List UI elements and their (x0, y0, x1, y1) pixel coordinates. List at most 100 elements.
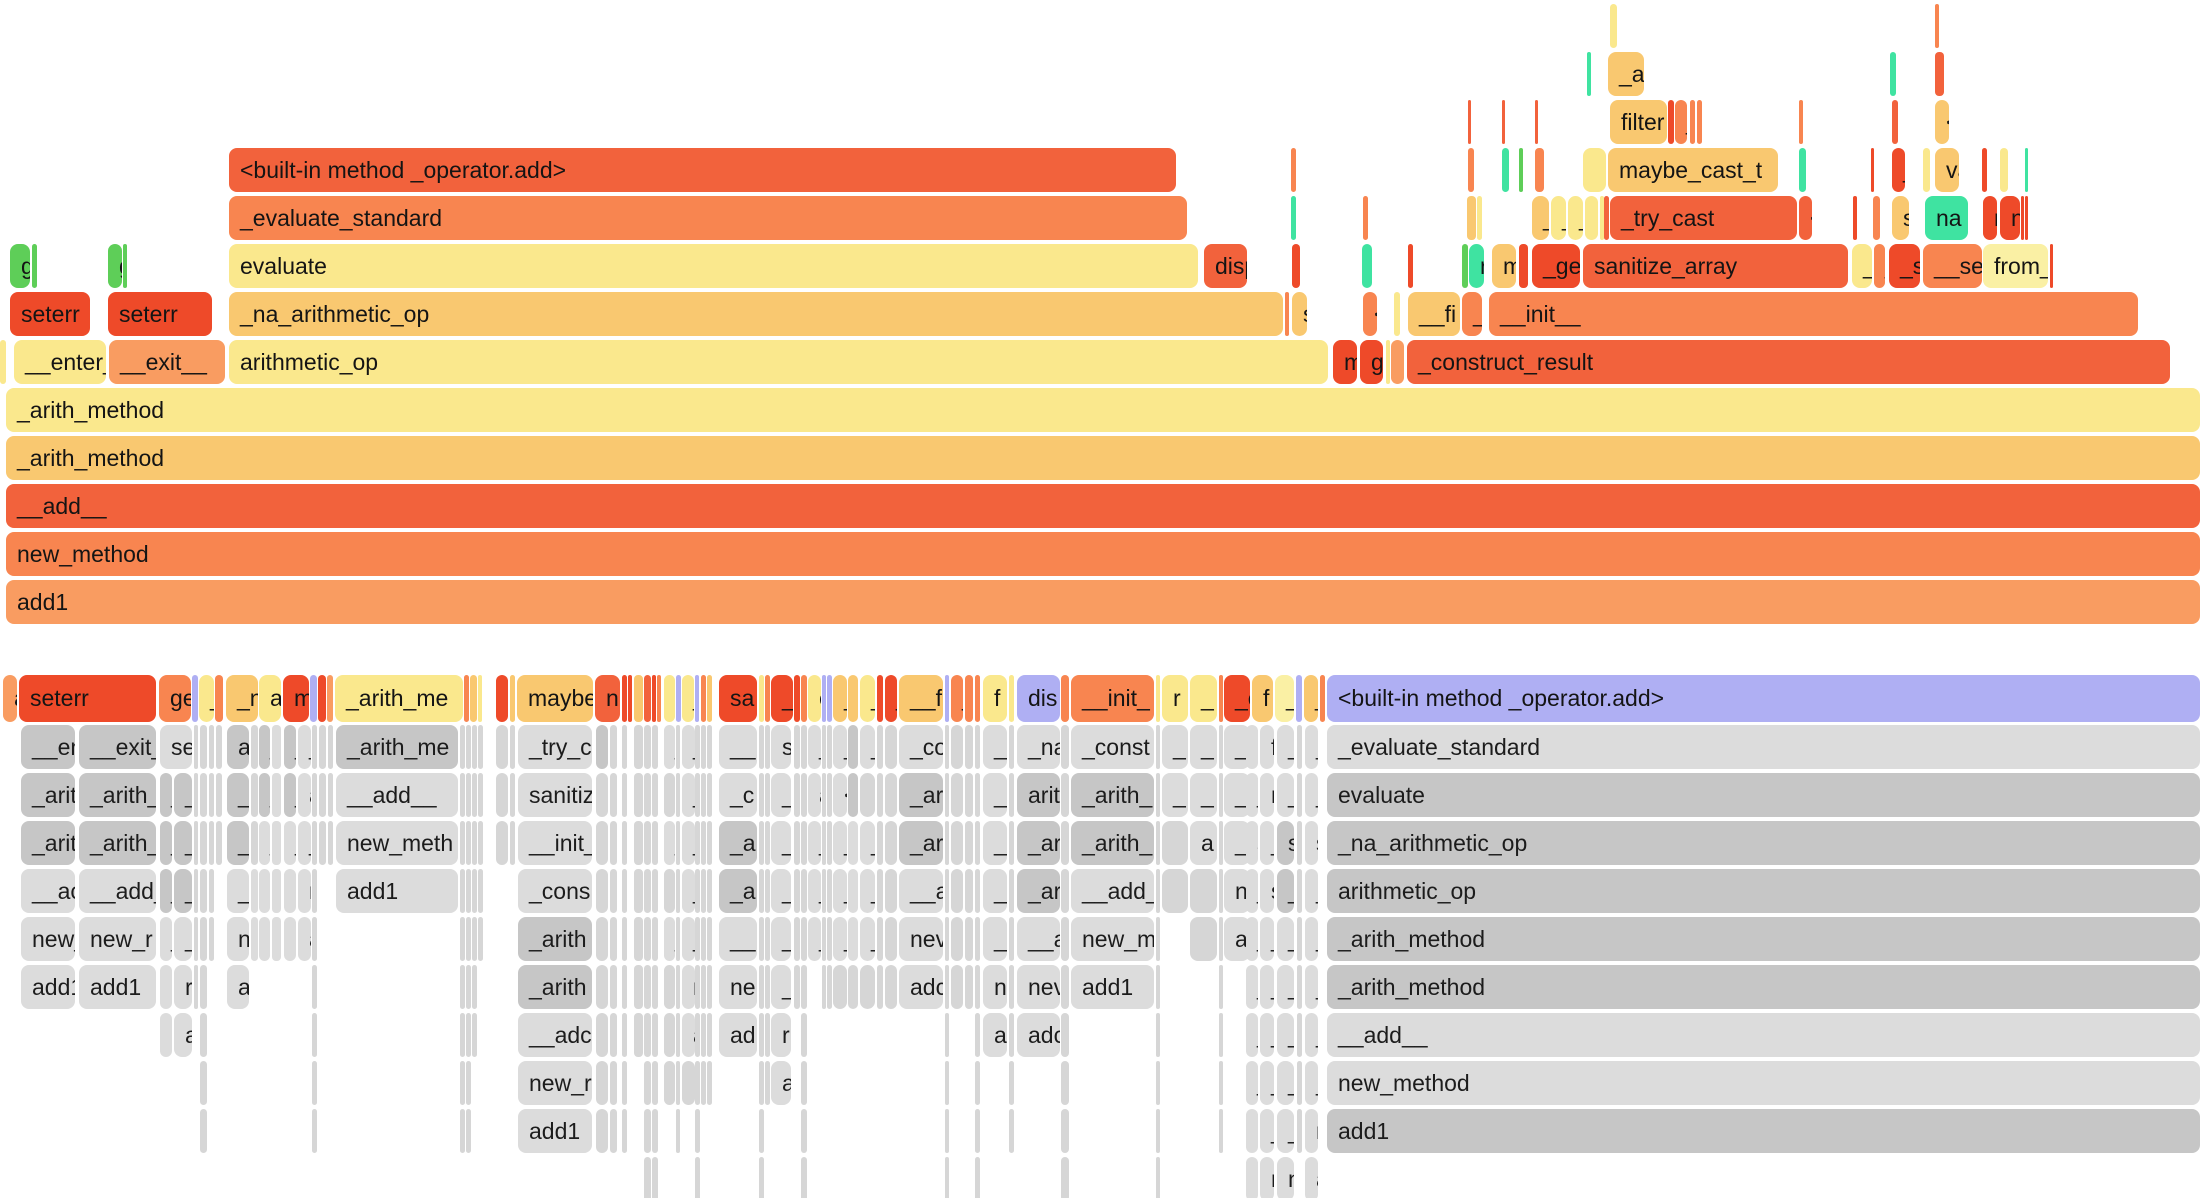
caller-frame[interactable]: _a (719, 869, 757, 913)
caller-frame[interactable] (478, 917, 483, 961)
caller-frame[interactable]: _ (808, 821, 821, 865)
caller-frame[interactable] (622, 917, 627, 961)
caller-frame[interactable]: add1 (1327, 1109, 2200, 1153)
caller-frame[interactable] (466, 773, 471, 817)
caller-frame[interactable]: _ (983, 725, 1007, 769)
caller-frame[interactable] (1061, 1061, 1069, 1105)
caller-frame[interactable]: _cons (518, 869, 592, 913)
flame-frame[interactable]: new_method (6, 532, 2200, 576)
caller-frame[interactable] (707, 917, 712, 961)
caller-frame[interactable] (1061, 725, 1069, 769)
caller-frame[interactable] (596, 965, 608, 1009)
caller-frame[interactable]: ari (227, 725, 249, 769)
caller-frame[interactable] (194, 821, 198, 865)
caller-frame[interactable] (1061, 965, 1069, 1009)
caller-frame[interactable] (652, 1109, 658, 1153)
caller-frame[interactable] (209, 917, 214, 961)
caller-frame[interactable] (794, 821, 800, 865)
selected-frame[interactable]: f (983, 675, 1007, 722)
caller-frame[interactable] (312, 1013, 317, 1057)
selected-frame[interactable] (327, 675, 333, 722)
flame-frame[interactable] (1519, 148, 1523, 192)
caller-frame[interactable]: nev (899, 917, 943, 961)
caller-frame[interactable] (1219, 773, 1223, 817)
caller-frame[interactable]: _ (983, 917, 1007, 961)
caller-frame[interactable] (466, 965, 471, 1009)
caller-frame[interactable] (945, 1013, 949, 1057)
caller-frame[interactable] (312, 1061, 317, 1105)
caller-frame[interactable] (1009, 1061, 1014, 1105)
caller-frame[interactable] (1061, 1013, 1069, 1057)
caller-frame[interactable] (610, 725, 617, 769)
selected-frame[interactable]: sa (719, 675, 757, 722)
caller-frame[interactable] (801, 1013, 807, 1057)
caller-frame[interactable] (1297, 1061, 1302, 1105)
selected-frame[interactable]: f (1252, 675, 1273, 722)
caller-frame[interactable]: _ (1246, 869, 1258, 913)
caller-frame[interactable] (1156, 1061, 1160, 1105)
flame-frame[interactable] (1890, 52, 1896, 96)
caller-frame[interactable] (460, 725, 465, 769)
selected-frame[interactable]: a (3, 675, 17, 722)
caller-frame[interactable]: _arith_ (79, 821, 156, 865)
caller-frame[interactable]: new_m (1071, 917, 1154, 961)
caller-frame[interactable] (1219, 1109, 1223, 1153)
caller-frame[interactable] (644, 1109, 651, 1153)
caller-frame[interactable]: a (272, 917, 281, 961)
selected-frame[interactable]: r (1162, 675, 1188, 722)
caller-frame[interactable] (200, 965, 207, 1009)
flame-frame[interactable] (1697, 100, 1702, 144)
flame-frame[interactable] (1604, 196, 1609, 240)
caller-frame[interactable]: a (259, 917, 270, 961)
caller-frame[interactable]: r (174, 965, 192, 1009)
selected-frame[interactable] (657, 675, 661, 722)
caller-frame[interactable] (466, 917, 471, 961)
caller-frame[interactable]: _ (1260, 821, 1274, 865)
caller-frame[interactable] (759, 1109, 764, 1153)
caller-frame[interactable] (1297, 869, 1302, 913)
caller-frame[interactable]: __ (719, 917, 757, 961)
selected-frame[interactable]: n (595, 675, 620, 722)
caller-frame[interactable] (945, 1109, 949, 1153)
caller-frame[interactable]: _ (682, 917, 695, 961)
caller-frame[interactable] (945, 821, 949, 865)
caller-frame[interactable]: n (1260, 1157, 1274, 1198)
caller-frame[interactable]: _ar (1017, 821, 1060, 865)
flame-frame[interactable]: evaluate (229, 244, 1198, 288)
caller-frame[interactable] (652, 965, 658, 1009)
caller-frame[interactable]: _evaluate_standard (1327, 725, 2200, 769)
caller-frame[interactable]: new_meth (336, 821, 458, 865)
caller-frame[interactable]: _ (1190, 773, 1217, 817)
caller-frame[interactable] (466, 1109, 471, 1153)
flame-frame[interactable]: _ (1675, 100, 1687, 144)
caller-frame[interactable]: _ (174, 869, 192, 913)
caller-frame[interactable] (1162, 821, 1188, 865)
flame-frame[interactable] (1291, 148, 1296, 192)
selected-frame[interactable]: maybe (517, 675, 593, 722)
caller-frame[interactable] (701, 821, 706, 865)
caller-frame[interactable]: add1 (1071, 965, 1154, 1009)
caller-frame[interactable] (765, 773, 770, 817)
caller-frame[interactable] (759, 1157, 764, 1198)
flame-frame[interactable]: _ (1852, 244, 1872, 288)
caller-frame[interactable]: _ (664, 917, 675, 961)
caller-frame[interactable] (676, 725, 680, 769)
caller-frame[interactable] (822, 965, 826, 1009)
caller-frame[interactable] (460, 773, 465, 817)
caller-frame[interactable] (319, 725, 326, 769)
flame-frame[interactable] (1468, 148, 1474, 192)
caller-frame[interactable]: _ (1162, 725, 1188, 769)
flame-frame[interactable] (1477, 196, 1482, 240)
caller-frame[interactable] (610, 965, 617, 1009)
caller-frame[interactable]: __add_ (1071, 869, 1154, 913)
caller-frame[interactable]: _ (298, 821, 311, 865)
caller-frame[interactable] (951, 725, 963, 769)
caller-frame[interactable] (478, 869, 483, 913)
caller-frame[interactable] (1156, 1013, 1160, 1057)
caller-frame[interactable] (701, 917, 706, 961)
caller-frame[interactable] (610, 773, 617, 817)
selected-frame[interactable] (1156, 675, 1160, 722)
caller-frame[interactable] (765, 821, 770, 865)
flame-frame[interactable]: __add__ (6, 484, 2200, 528)
caller-frame[interactable] (695, 869, 700, 913)
